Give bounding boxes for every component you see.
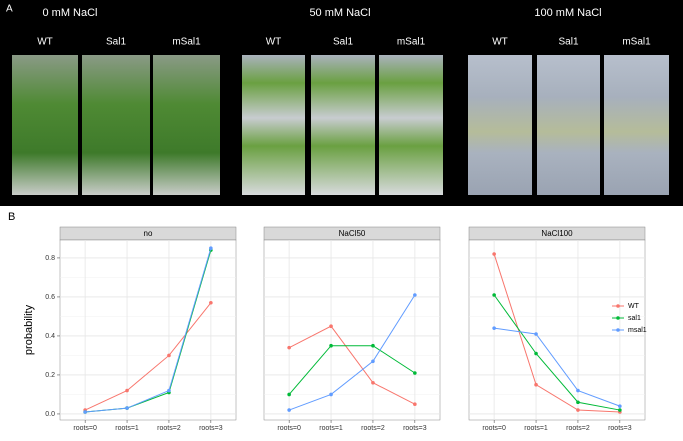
legend-label: msal1 <box>628 327 647 334</box>
series-line <box>493 253 620 413</box>
genotype-label: WT <box>37 37 53 48</box>
y-tick-label: 0.8 <box>45 255 55 262</box>
legend-swatch-point <box>616 304 620 308</box>
data-point <box>492 326 496 330</box>
data-point <box>413 293 417 297</box>
data-point <box>492 252 496 256</box>
legend-label: WT <box>628 303 640 310</box>
genotype-label: mSal1 <box>172 37 201 48</box>
plant-photo <box>537 55 600 195</box>
data-point <box>329 343 333 348</box>
data-point <box>287 408 291 412</box>
genotype-label: Sal1 <box>106 37 126 48</box>
data-point <box>371 359 375 364</box>
data-point <box>209 300 213 305</box>
plant-photo <box>468 55 532 195</box>
data-point <box>413 402 417 407</box>
x-tick-label: roots=0 <box>73 425 97 432</box>
facet-title: NaCl100 <box>541 229 573 238</box>
series-line <box>493 294 620 411</box>
x-tick-label: roots=2 <box>157 425 181 432</box>
y-tick-label: 0.2 <box>45 372 55 379</box>
legend-swatch-point <box>616 316 620 320</box>
plot-panel <box>59 239 237 421</box>
series-line <box>85 248 212 413</box>
data-point <box>287 392 291 397</box>
x-tick-label: roots=2 <box>361 425 385 432</box>
series-line <box>494 327 621 407</box>
panel-a: A 0 mM NaCl WT Sal1 mSal1 50 mM NaCl WT Sal1 mS… <box>6 4 669 195</box>
y-tick-label: 0.0 <box>45 411 55 418</box>
x-tick-label: roots=0 <box>277 425 301 432</box>
plant-photo <box>153 55 220 195</box>
data-point <box>329 392 333 397</box>
data-point <box>371 380 375 385</box>
data-point <box>534 332 538 336</box>
genotype-label: Sal1 <box>558 37 578 48</box>
genotype-label: mSal1 <box>622 37 651 48</box>
plant-photo <box>242 55 305 195</box>
legend-label: sal1 <box>628 315 641 322</box>
genotype-label: WT <box>492 37 508 48</box>
x-tick-label: roots=2 <box>566 425 590 432</box>
x-tick-label: roots=3 <box>403 425 427 432</box>
data-point <box>618 408 622 412</box>
facet-title: NaCl50 <box>339 229 366 238</box>
legend-swatch-point <box>616 328 620 332</box>
y-axis-label: probability <box>23 304 35 355</box>
series-line <box>84 302 212 411</box>
data-point <box>576 408 580 412</box>
data-point <box>167 388 171 393</box>
data-point <box>329 324 333 328</box>
data-point <box>167 353 171 358</box>
x-tick-label: roots=1 <box>319 425 343 432</box>
plant-photo <box>12 55 78 195</box>
data-point <box>83 410 87 414</box>
data-point <box>209 246 213 250</box>
x-tick-label: roots=3 <box>608 425 632 432</box>
panel-label: B <box>8 211 15 223</box>
y-tick-label: 0.6 <box>45 294 55 301</box>
panel-b: B probability gene no0.00.20.40.60.8root… <box>8 211 647 432</box>
plant-photo <box>379 55 443 195</box>
y-tick-label: 0.4 <box>45 333 55 340</box>
series-line <box>288 325 416 405</box>
data-point <box>534 382 538 387</box>
plant-photo <box>604 55 669 195</box>
data-point <box>287 345 291 350</box>
genotype-label: WT <box>266 37 282 48</box>
genotype-label: mSal1 <box>397 37 426 48</box>
data-point <box>413 371 417 375</box>
panel-label: A <box>6 4 13 15</box>
condition-title: 100 mM NaCl <box>534 7 601 19</box>
data-point <box>125 388 129 393</box>
plant-photo <box>82 55 150 195</box>
facet-title: no <box>144 229 153 238</box>
data-point <box>125 406 129 410</box>
x-tick-label: roots=0 <box>482 425 506 432</box>
data-point <box>371 343 375 348</box>
x-tick-label: roots=1 <box>115 425 139 432</box>
x-tick-label: roots=3 <box>199 425 223 432</box>
x-tick-label: roots=1 <box>524 425 548 432</box>
data-point <box>492 293 496 297</box>
series-line <box>288 345 416 395</box>
condition-title: 50 mM NaCl <box>309 7 370 19</box>
data-point <box>618 404 622 408</box>
data-point <box>576 400 580 405</box>
data-point <box>534 351 538 356</box>
genotype-label: Sal1 <box>333 37 353 48</box>
data-point <box>576 388 580 393</box>
condition-title: 0 mM NaCl <box>42 7 97 19</box>
plant-photo <box>311 55 375 195</box>
series-line <box>288 294 416 411</box>
